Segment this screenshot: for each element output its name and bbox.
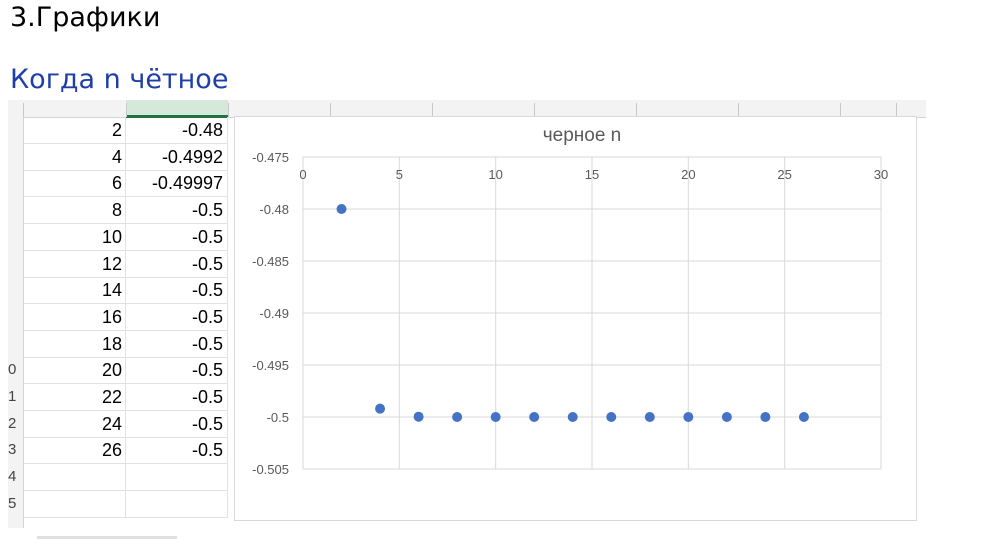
- row-header[interactable]: 3: [8, 441, 17, 459]
- row-header[interactable]: [8, 224, 20, 250]
- row-header-gutter[interactable]: 0 1 2 3 4 5: [8, 117, 24, 528]
- row-header[interactable]: 4: [8, 468, 17, 486]
- cell-value[interactable]: -0.5: [126, 357, 228, 385]
- y-tick-label: -0.475: [252, 150, 289, 165]
- cell-value[interactable]: -0.4992: [126, 143, 228, 171]
- cell-value[interactable]: [126, 464, 228, 492]
- y-tick-label: -0.495: [252, 358, 289, 373]
- data-point: [336, 204, 347, 214]
- cell-n[interactable]: 4: [24, 143, 126, 171]
- cell-value[interactable]: -0.5: [126, 410, 228, 438]
- data-point: [721, 412, 732, 422]
- data-point: [452, 412, 463, 422]
- row-header[interactable]: [8, 170, 20, 196]
- x-tick-label: 0: [299, 167, 306, 182]
- cell-n[interactable]: 26: [24, 437, 126, 465]
- x-tick-label: 25: [777, 167, 791, 182]
- y-tick-label: -0.49: [259, 306, 289, 321]
- cell-n[interactable]: [24, 464, 126, 492]
- x-tick-label: 10: [488, 167, 502, 182]
- y-tick-label: -0.5: [267, 410, 289, 425]
- data-point: [529, 412, 540, 422]
- data-point: [490, 412, 501, 422]
- x-tick-label: 30: [874, 167, 888, 182]
- cell-n[interactable]: 22: [24, 384, 126, 411]
- row-header[interactable]: 2: [8, 414, 17, 432]
- data-point: [375, 403, 386, 414]
- y-tick-label: -0.505: [252, 462, 289, 477]
- cell-n[interactable]: 12: [24, 250, 126, 278]
- row-header[interactable]: [8, 197, 20, 223]
- scatter-chart[interactable]: черное n -0.475 -0.48 -0.485 -0.49 -0.495 -0.5…: [234, 116, 917, 521]
- row-header[interactable]: 0: [8, 361, 17, 379]
- cell-value[interactable]: -0.5: [126, 384, 228, 411]
- cell-value[interactable]: -0.5: [126, 250, 228, 278]
- cell-value[interactable]: -0.5: [126, 303, 228, 331]
- cell-n[interactable]: 24: [24, 410, 126, 438]
- data-point: [606, 412, 617, 422]
- data-point: [567, 412, 578, 422]
- sheet-tab-strip: [37, 536, 177, 539]
- cell-n[interactable]: [24, 490, 126, 518]
- row-header[interactable]: [8, 277, 20, 303]
- cell-n[interactable]: 14: [24, 277, 126, 305]
- row-header[interactable]: [8, 144, 20, 170]
- cell-value[interactable]: -0.5: [126, 223, 228, 251]
- page-heading: 3.Графики: [10, 2, 161, 33]
- x-tick-label: 15: [585, 167, 599, 182]
- x-tick-label: 5: [396, 167, 403, 182]
- data-point: [644, 412, 655, 422]
- y-tick-label: -0.48: [259, 202, 289, 217]
- cell-value[interactable]: [126, 490, 228, 518]
- cell-n[interactable]: 18: [24, 330, 126, 358]
- row-header[interactable]: [8, 331, 20, 357]
- cell-value[interactable]: -0.5: [126, 197, 228, 225]
- cell-n[interactable]: 10: [24, 223, 126, 251]
- y-tick-label: -0.485: [252, 254, 289, 269]
- data-point: [683, 412, 694, 422]
- row-header[interactable]: 5: [8, 494, 17, 512]
- row-header[interactable]: 1: [8, 388, 17, 405]
- cell-value[interactable]: -0.5: [126, 277, 228, 305]
- section-subheading: Когда n чётное: [10, 64, 229, 95]
- cell-value[interactable]: -0.5: [126, 437, 228, 465]
- cell-value[interactable]: -0.5: [126, 330, 228, 358]
- chart-title: черное n: [543, 125, 622, 146]
- row-header[interactable]: [8, 117, 20, 143]
- data-point: [413, 411, 424, 422]
- row-header[interactable]: [8, 251, 20, 277]
- cell-n[interactable]: 6: [24, 170, 126, 198]
- cell-n[interactable]: 2: [24, 117, 126, 144]
- row-header[interactable]: [8, 304, 20, 330]
- x-tick-label: 20: [681, 167, 695, 182]
- selected-column-header[interactable]: [126, 100, 228, 118]
- cell-value[interactable]: -0.49997: [126, 170, 228, 198]
- cell-n[interactable]: 20: [24, 357, 126, 385]
- chart-svg: черное n -0.475 -0.48 -0.485 -0.49 -0.495 -0.5…: [252, 125, 888, 477]
- cell-value[interactable]: -0.48: [126, 117, 228, 144]
- cell-n[interactable]: 16: [24, 303, 126, 331]
- data-point: [760, 412, 771, 422]
- data-point: [798, 412, 809, 422]
- cell-n[interactable]: 8: [24, 197, 126, 225]
